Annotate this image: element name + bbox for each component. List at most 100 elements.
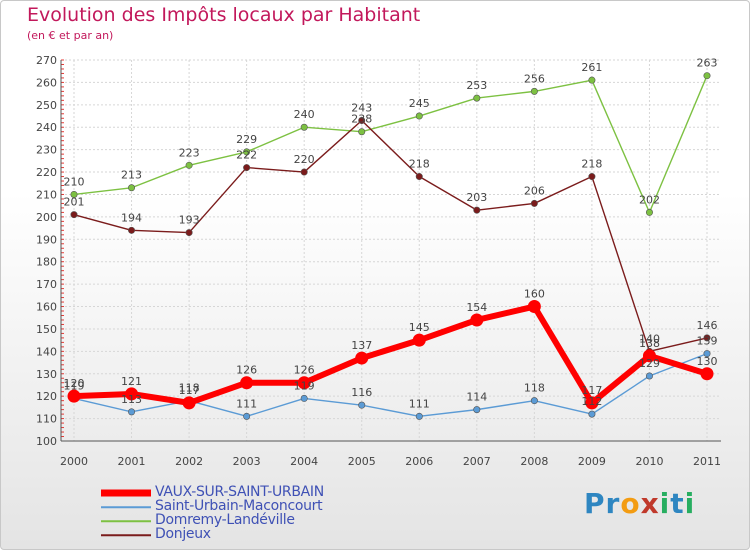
x-tick-label: 2003 [233,455,261,468]
data-point [703,350,711,358]
data-label: 139 [697,335,718,348]
data-label: 222 [236,149,257,162]
x-tick-label: 2004 [290,455,318,468]
data-point [530,199,538,207]
data-label: 220 [294,153,315,166]
y-tick-label: 220 [36,166,57,179]
chart-subtitle: (en € et par an) [27,29,114,42]
data-label: 229 [236,133,257,146]
y-tick-label: 140 [36,345,57,358]
data-label: 120 [64,377,85,390]
data-point [185,229,193,237]
data-point [185,161,193,169]
data-label: 140 [639,332,660,345]
data-label: 126 [236,364,257,377]
data-label: 194 [121,211,142,224]
data-point [645,372,653,380]
y-tick-label: 130 [36,368,57,381]
y-tick-label: 200 [36,211,57,224]
legend-label: Domremy-Landéville [155,512,295,528]
logo-letter: i [659,487,671,520]
data-label: 117 [581,384,602,397]
data-point [703,72,711,80]
y-tick-label: 210 [36,188,57,201]
legend-label: Donjeux [155,526,211,542]
data-label: 138 [639,337,660,350]
data-label: 206 [524,184,545,197]
series-line [73,119,708,353]
data-label: 160 [524,288,545,301]
y-tick-label: 230 [36,144,57,157]
data-label: 218 [581,158,602,171]
y-tick-label: 180 [36,256,57,269]
data-point [415,112,423,120]
legend-swatch [101,489,151,497]
data-label: 240 [294,108,315,121]
data-point [128,226,136,234]
logo-letter: x [640,487,660,520]
data-point [243,148,251,156]
x-tick-label: 2007 [463,455,491,468]
data-label: 193 [179,214,200,227]
data-label: 118 [524,382,545,395]
series-line [73,75,708,214]
data-label: 253 [466,79,487,92]
series-2 [70,72,711,216]
data-point [182,396,196,410]
data-point [588,173,596,181]
logo-letter: r [605,487,621,520]
series-3 [70,117,711,355]
data-point [128,408,136,416]
data-point [70,211,78,219]
series-0 [67,300,714,410]
x-tick-label: 2000 [60,455,88,468]
data-label: 213 [121,169,142,182]
data-label: 111 [409,397,430,410]
data-point [642,349,656,363]
y-tick-label: 120 [36,390,57,403]
y-tick-label: 270 [36,54,57,67]
data-label: 261 [581,61,602,74]
logo-letter: i [684,487,696,520]
data-point [358,128,366,136]
data-point [473,206,481,214]
data-label: 203 [466,191,487,204]
y-tick-label: 260 [36,76,57,89]
y-tick-label: 110 [36,413,57,426]
data-label: 210 [64,175,85,188]
data-label: 129 [639,357,660,370]
data-point [240,376,254,390]
legend-label: VAUX-SUR-SAINT-URBAIN [155,484,324,500]
data-point [645,208,653,216]
proxiti-logo: Proxiti [584,487,695,520]
data-label: 117 [179,384,200,397]
series-layer [67,72,714,420]
data-label: 223 [179,146,200,159]
data-point [412,333,426,347]
data-label: 146 [697,319,718,332]
data-label: 119 [294,379,315,392]
data-point [473,406,481,414]
y-tick-label: 190 [36,233,57,246]
data-point [530,87,538,95]
data-point [355,351,369,365]
data-label: 111 [236,397,257,410]
legend-swatch [101,534,151,536]
data-point [300,168,308,176]
data-label: 218 [409,158,430,171]
x-tick-label: 2010 [635,455,663,468]
logo-letter: P [584,487,606,520]
data-label: 116 [351,386,372,399]
y-tick-label: 150 [36,323,57,336]
data-point [300,394,308,402]
data-label: 154 [466,301,487,314]
x-tick-label: 2009 [578,455,606,468]
data-label: 137 [351,339,372,352]
data-label: 114 [466,391,487,404]
x-tick-label: 2006 [405,455,433,468]
data-point [358,401,366,409]
data-point [700,367,714,381]
data-point [67,389,81,403]
chart-title: Evolution des Impôts locaux par Habitant [27,4,421,26]
